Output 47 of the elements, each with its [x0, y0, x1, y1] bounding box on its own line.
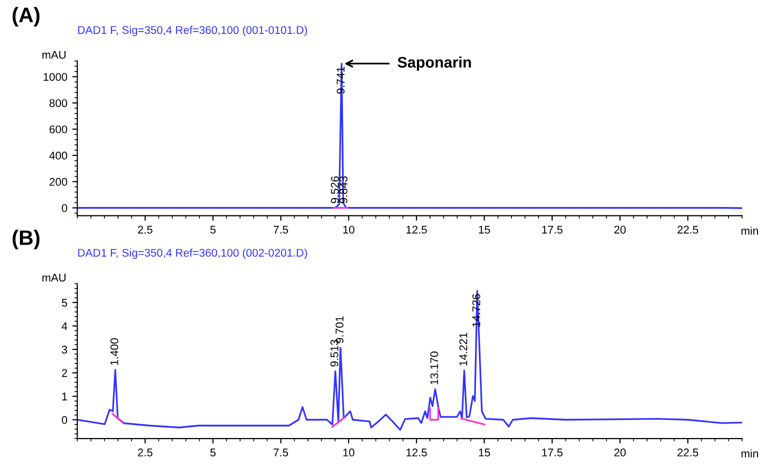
y-tick-label: 3	[62, 346, 68, 354]
y-tick-label: 5	[62, 298, 68, 307]
x-tick-label: 7.5	[274, 226, 288, 234]
annotation: 13.170	[430, 352, 438, 384]
y-tick-label: 0	[62, 204, 68, 212]
x-tick-label: 12.5	[406, 226, 427, 234]
x-tick-label: 20	[614, 448, 626, 456]
chart-title: (B)	[12, 230, 40, 250]
x-tick-label: 15	[478, 448, 490, 456]
chart-subtitle: DAD1 F, Sig=350,4 Ref=360,100 (002-0201.D)	[78, 248, 307, 259]
annotation: 14.221	[459, 332, 468, 366]
y-tick-label: 2	[62, 369, 68, 377]
x-tick-label: 17.5	[542, 226, 562, 234]
chart-title: (A)	[12, 7, 40, 26]
x-tick-label: 17.5	[542, 448, 562, 456]
annotation: 9.843	[339, 176, 348, 204]
y-axis-title: mAU	[42, 274, 66, 282]
y-tick-label: 0	[62, 416, 68, 424]
annotation: 9.741	[336, 66, 345, 94]
y-tick-label: 4	[62, 322, 68, 330]
chart-subtitle: DAD1 F, Sig=350,4 Ref=360,100 (001-0101.D)	[78, 26, 307, 36]
x-tick-label: 5	[210, 448, 216, 456]
x-tick-label: 10	[343, 226, 354, 234]
x-axis-title: min	[742, 449, 758, 458]
x-tick-label: 20	[614, 226, 626, 234]
x-tick-label: 2.5	[138, 448, 152, 456]
y-tick-label: 200	[50, 178, 68, 186]
annotation: Saponarin	[398, 56, 471, 71]
x-tick-label: 22.5	[678, 448, 698, 456]
x-tick-label: 10	[343, 448, 354, 456]
x-tick-label: 12.5	[406, 448, 427, 456]
line-series	[77, 290, 742, 431]
y-tick-label: 1	[62, 392, 68, 400]
x-axis-title: min	[742, 226, 758, 235]
annotation: 9.526	[330, 176, 339, 204]
y-tick-label: 1000	[44, 72, 68, 81]
x-tick-label: 2.5	[138, 226, 152, 234]
y-tick-label: 600	[50, 125, 68, 134]
annotation: 1.400	[110, 338, 118, 365]
x-tick-label: 22.5	[678, 226, 698, 234]
annotation: 14.726	[472, 294, 480, 327]
y-axis-title: mAU	[42, 51, 66, 59]
x-tick-label: 7.5	[274, 448, 288, 456]
x-tick-label: 15	[478, 226, 490, 234]
y-tick-label: 400	[49, 152, 68, 160]
y-tick-label: 800	[50, 99, 68, 108]
x-tick-label: 5	[210, 226, 216, 234]
